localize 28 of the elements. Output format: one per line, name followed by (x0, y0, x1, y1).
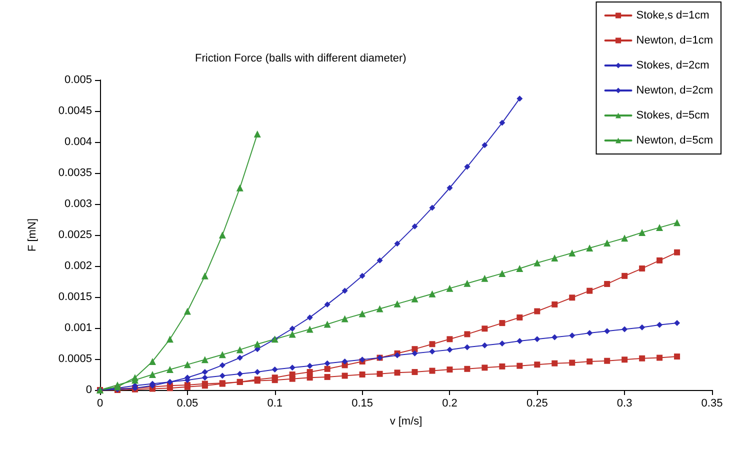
y-tick-label: 0.001 (64, 322, 92, 334)
legend-label: Stoke,s d=1cm (636, 10, 710, 22)
y-tick-label: 0.003 (64, 198, 92, 210)
y-tick-label: 0.0005 (58, 353, 92, 365)
x-tick-label: 0.2 (442, 398, 458, 410)
x-tick-label: 0.3 (616, 398, 632, 410)
y-tick-label: 0.002 (64, 260, 92, 272)
y-tick-label: 0.005 (64, 74, 92, 86)
x-tick-label: 0.1 (267, 398, 283, 410)
x-tick-label: 0.05 (176, 398, 198, 410)
legend-label: Newton, d=5cm (636, 134, 714, 146)
x-tick-label: 0 (96, 398, 104, 410)
legend-label: Stokes, d=2cm (636, 60, 710, 72)
y-tick-label: 0.0045 (58, 105, 92, 117)
y-tick-label: 0 (86, 384, 92, 396)
legend-label: Stokes, d=5cm (636, 110, 710, 122)
y-axis-title: F [mN] (26, 218, 38, 252)
y-tick-label: 0.004 (64, 136, 92, 148)
x-tick-label: 0.35 (701, 398, 723, 410)
x-tick-label: 0.15 (352, 398, 373, 410)
y-tick-label: 0.0035 (58, 167, 92, 179)
y-tick-label: 0.0015 (58, 291, 92, 303)
legend-label: Newton, d=2cm (636, 84, 714, 96)
chart-title: Friction Force (balls with different diameter) (195, 52, 406, 64)
x-tick-label: 0.25 (526, 398, 548, 410)
legend-label: Newton, d=1cm (636, 34, 714, 46)
y-tick-label: 0.0025 (58, 229, 92, 241)
x-axis-title: v [m/s] (390, 416, 422, 428)
